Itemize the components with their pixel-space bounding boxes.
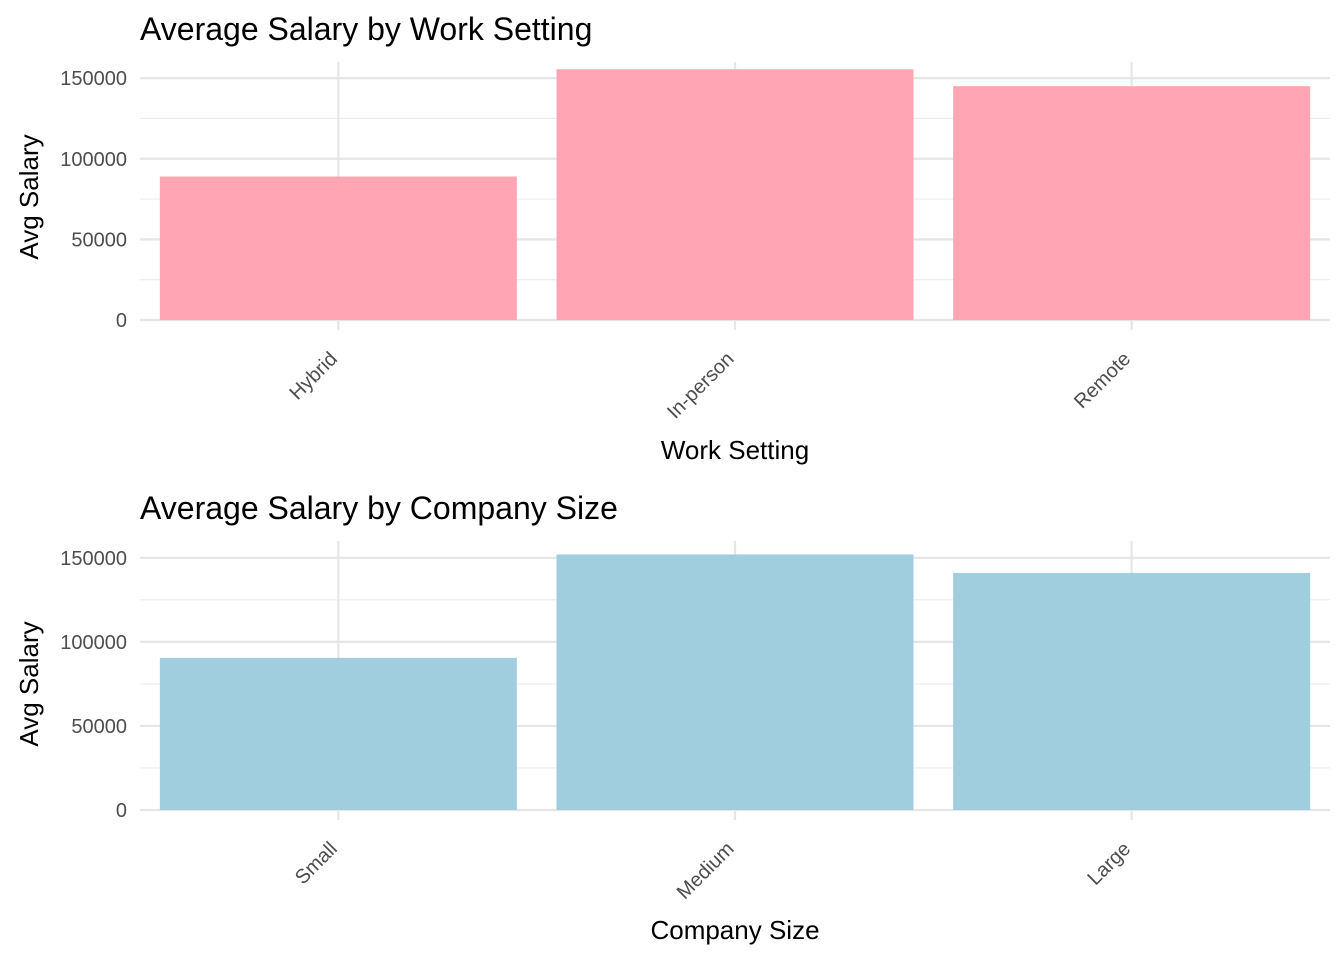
y-tick-label: 100000: [60, 632, 127, 654]
y-tick-labels: 0 50000 100000 150000: [60, 548, 127, 822]
y-axis-title: Avg Salary: [14, 621, 44, 746]
x-axis-title: Company Size: [650, 915, 819, 945]
bar-remote: [953, 86, 1311, 320]
x-tick-label: Hybrid: [285, 348, 341, 404]
bar-large: [953, 572, 1311, 810]
x-tick-label: Medium: [673, 838, 739, 904]
y-tick-label: 50000: [71, 716, 127, 738]
x-tick-label: Large: [1083, 838, 1135, 890]
x-tick-labels: Hybrid In-person Remote: [285, 348, 1135, 423]
y-tick-labels: 0 50000 100000 150000: [60, 68, 127, 332]
bar-in-person: [556, 69, 914, 320]
chart-title: Average Salary by Company Size: [140, 490, 618, 526]
y-tick-label: 150000: [60, 548, 127, 570]
bar-small: [159, 657, 517, 810]
bar-medium: [556, 554, 914, 810]
x-tick-labels: Small Medium Large: [291, 838, 1135, 904]
chart-panel-company-size: Average Salary by Company Size 0 50000 100…: [14, 490, 1330, 945]
y-tick-label: 0: [116, 800, 127, 822]
x-tick-label: Small: [291, 838, 342, 889]
y-tick-label: 0: [116, 310, 127, 332]
y-tick-label: 100000: [60, 149, 127, 171]
bars: [159, 554, 1311, 810]
chart-panel-work-setting: Average Salary by Work Setting 0 50000 100…: [14, 11, 1330, 465]
x-tick-label: In-person: [663, 348, 738, 423]
x-tick-label: Remote: [1070, 348, 1135, 413]
x-axis-title: Work Setting: [661, 435, 809, 465]
y-tick-label: 150000: [60, 68, 127, 90]
bar-hybrid: [159, 176, 517, 320]
chart-title: Average Salary by Work Setting: [140, 11, 592, 47]
bars: [159, 69, 1311, 320]
y-axis-title: Avg Salary: [14, 134, 44, 259]
y-tick-label: 50000: [71, 229, 127, 251]
